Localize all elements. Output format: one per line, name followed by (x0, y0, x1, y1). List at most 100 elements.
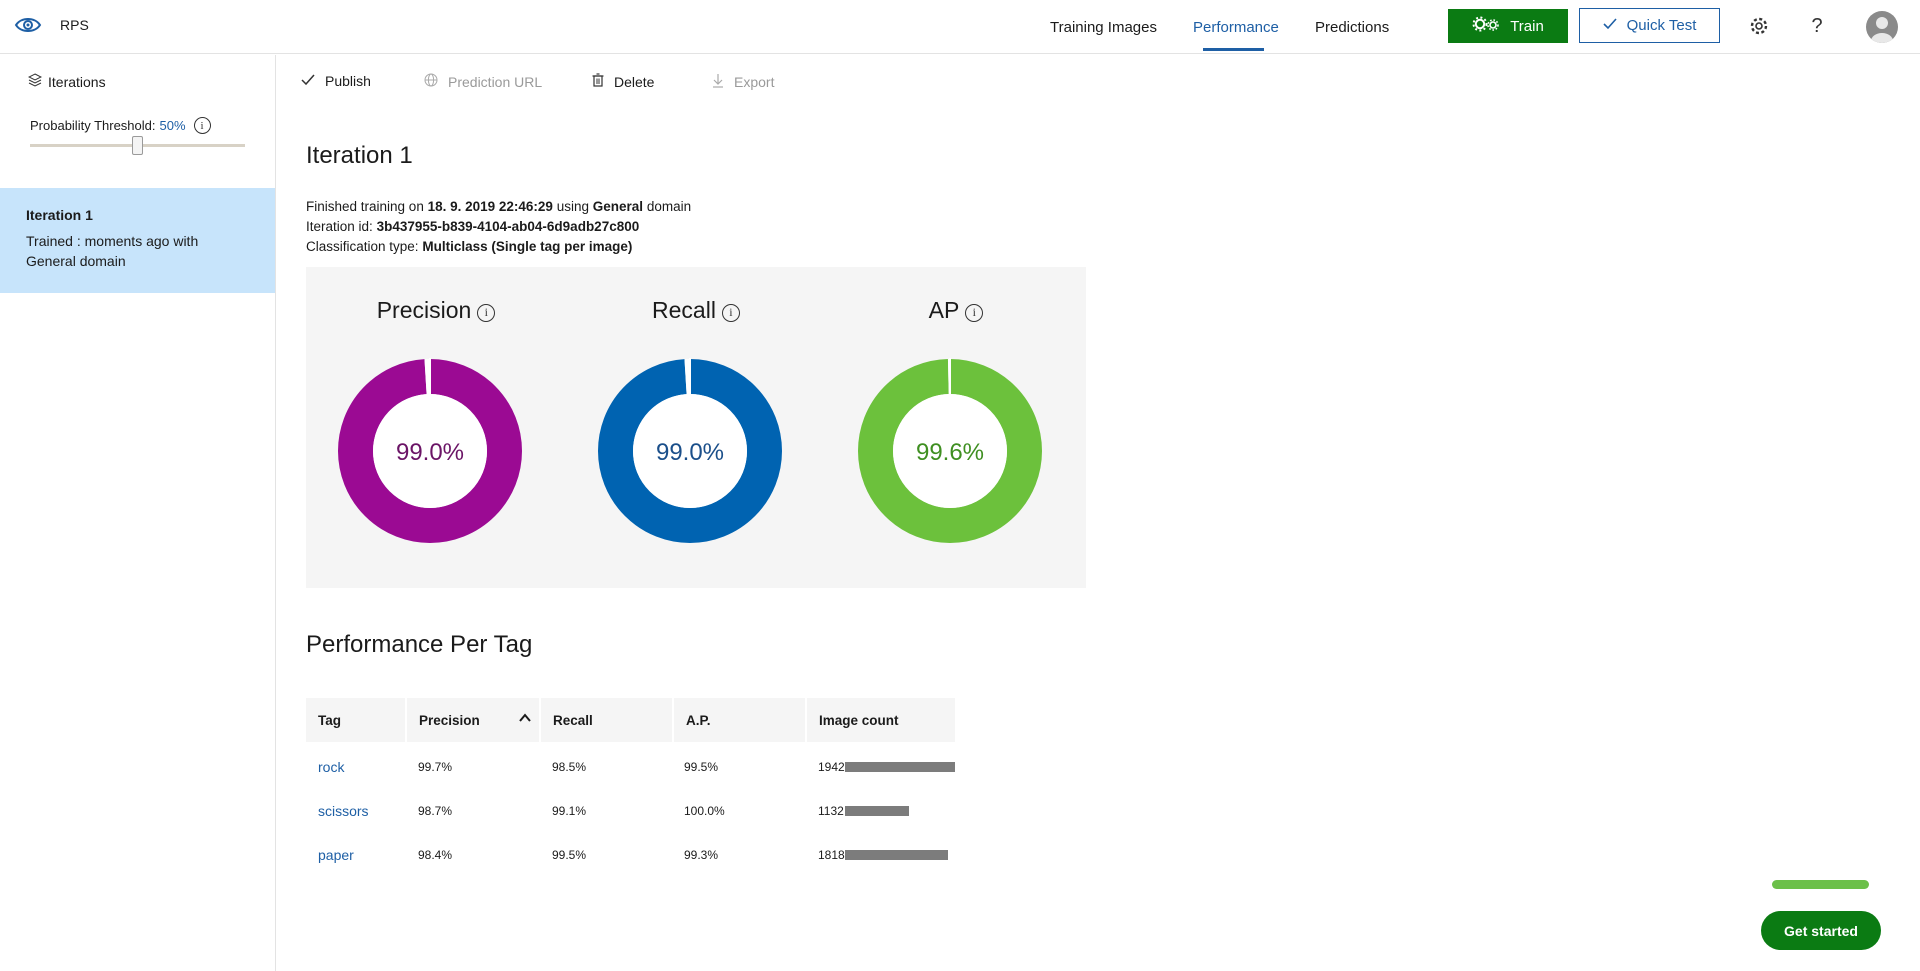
cell-image-count: 1818 (818, 848, 845, 862)
trash-icon (592, 73, 604, 90)
tag-link[interactable]: rock (318, 759, 345, 775)
metric-label-text: AP (928, 297, 960, 323)
cell-ap: 99.3% (684, 848, 719, 862)
domain-suffix: domain (646, 199, 692, 214)
metric-ap: AP i 99.6% (826, 267, 1086, 588)
metric-label: AP i (826, 297, 1086, 324)
cell-recall: 98.5% (552, 760, 587, 774)
info-icon[interactable]: i (721, 303, 740, 322)
finished-prefix: Finished training on (306, 199, 424, 214)
performance-per-tag-title: Performance Per Tag (306, 631, 533, 658)
project-name[interactable]: RPS (60, 17, 89, 33)
metric-label-text: Precision (376, 297, 472, 323)
prediction-url-button[interactable]: Prediction URL (424, 73, 542, 90)
info-icon[interactable]: i (965, 303, 984, 322)
help-icon[interactable]: ? (1811, 14, 1823, 37)
globe-icon (424, 73, 438, 90)
export-button[interactable]: Export (712, 73, 774, 91)
metric-value: 99.0% (396, 439, 464, 466)
iteration-id-info: Iteration id: 3b437955-b839-4104-ab04-6d… (306, 219, 639, 234)
training-finished-info: Finished training on 18. 9. 2019 22:46:2… (306, 199, 691, 214)
active-tab-indicator (1203, 48, 1264, 51)
page-title: Iteration 1 (306, 142, 413, 169)
cell-recall: 99.1% (552, 804, 587, 818)
classification-type-info: Classification type: Multiclass (Single … (306, 239, 632, 254)
column-header-recall[interactable]: Recall (541, 698, 672, 742)
cell-ap: 100.0% (684, 804, 725, 818)
donut-hole (373, 394, 487, 508)
donut-chart: 99.0% (338, 358, 522, 543)
iteration-card-title: Iteration 1 (26, 207, 93, 223)
iteration-card-subtitle: Trained : moments ago with General domai… (26, 233, 199, 269)
tab-training-images[interactable]: Training Images (1050, 19, 1157, 36)
metric-recall: Recall i 99.0% (566, 267, 826, 588)
train-button-label: Train (1510, 17, 1544, 35)
delete-button[interactable]: Delete (592, 73, 654, 90)
metric-value: 99.6% (916, 439, 984, 466)
image-count-bar (845, 762, 955, 772)
train-button[interactable]: Train (1448, 9, 1568, 43)
cell-precision: 99.7% (418, 760, 453, 774)
iterations-header: Iterations (27, 73, 106, 90)
iteration-id-label: Iteration id: (306, 219, 373, 234)
cell-image-count: 1942 (818, 760, 845, 774)
top-header: RPS Training Images Performance Predicti… (0, 0, 1920, 54)
sort-ascending-icon[interactable] (519, 711, 531, 726)
image-count-bar (845, 850, 948, 860)
gear-icon[interactable] (1747, 14, 1771, 38)
threshold-label: Probability Threshold: (30, 118, 156, 133)
quick-test-label: Quick Test (1626, 17, 1697, 34)
metric-precision: Precision i 99.0% (306, 267, 566, 588)
iteration-id-value: 3b437955-b839-4104-ab04-6d9adb27c800 (376, 219, 640, 234)
column-header-image-count[interactable]: Image count (807, 698, 955, 742)
iteration-card-1[interactable]: Iteration 1 Trained : moments ago with G… (0, 188, 275, 293)
check-icon (301, 73, 315, 89)
column-header-ap[interactable]: A.P. (674, 698, 805, 742)
metric-label-text: Recall (652, 297, 716, 323)
metrics-panel: Precision i 99.0% Recall i 99.0% AP i 99.6% (306, 267, 1086, 588)
precision-header-label: Precision (419, 712, 480, 728)
get-started-button[interactable]: Get started (1761, 911, 1881, 950)
gears-icon (1472, 16, 1500, 36)
metric-label: Precision i (306, 297, 566, 324)
probability-threshold: Probability Threshold: 50% i (30, 117, 211, 134)
export-label: Export (734, 74, 775, 90)
image-count-bar (845, 806, 909, 816)
publish-button[interactable]: Publish (301, 73, 371, 89)
iterations-label: Iterations (48, 73, 106, 90)
cell-precision: 98.7% (418, 804, 453, 818)
donut-hole (633, 394, 747, 508)
cell-precision: 98.4% (418, 848, 453, 862)
donut-hole (893, 394, 1007, 508)
column-header-precision[interactable]: Precision (407, 698, 539, 742)
layers-icon (27, 73, 43, 90)
delete-label: Delete (614, 73, 655, 90)
donut-chart: 99.0% (598, 358, 782, 543)
info-icon[interactable]: i (477, 303, 496, 322)
cell-recall: 99.5% (552, 848, 587, 862)
classification-value: Multiclass (Single tag per image) (422, 239, 633, 254)
publish-label: Publish (325, 73, 371, 89)
prediction-url-label: Prediction URL (448, 73, 543, 90)
tab-predictions[interactable]: Predictions (1315, 19, 1390, 36)
tab-performance[interactable]: Performance (1193, 19, 1279, 36)
using-word: using (556, 199, 589, 214)
threshold-slider-handle[interactable] (131, 136, 143, 155)
column-header-tag[interactable]: Tag (306, 698, 405, 742)
info-icon[interactable]: i (193, 117, 211, 134)
getting-started-progress (1772, 880, 1869, 889)
threshold-value: 50% (159, 118, 186, 133)
classification-label: Classification type: (306, 239, 419, 254)
tag-link[interactable]: scissors (318, 803, 369, 819)
cell-ap: 99.5% (684, 760, 719, 774)
finished-date: 18. 9. 2019 22:46:29 (427, 199, 553, 214)
cell-image-count: 1132 (818, 804, 844, 818)
avatar[interactable] (1866, 11, 1898, 43)
donut-chart: 99.6% (858, 358, 1042, 543)
iterations-sidebar: Iterations Probability Threshold: 50% i … (0, 55, 276, 971)
eye-logo-icon[interactable] (14, 13, 42, 37)
quick-test-button[interactable]: Quick Test (1579, 8, 1720, 43)
metric-label: Recall i (566, 297, 826, 324)
tag-link[interactable]: paper (318, 847, 354, 863)
metric-value: 99.0% (656, 439, 724, 466)
